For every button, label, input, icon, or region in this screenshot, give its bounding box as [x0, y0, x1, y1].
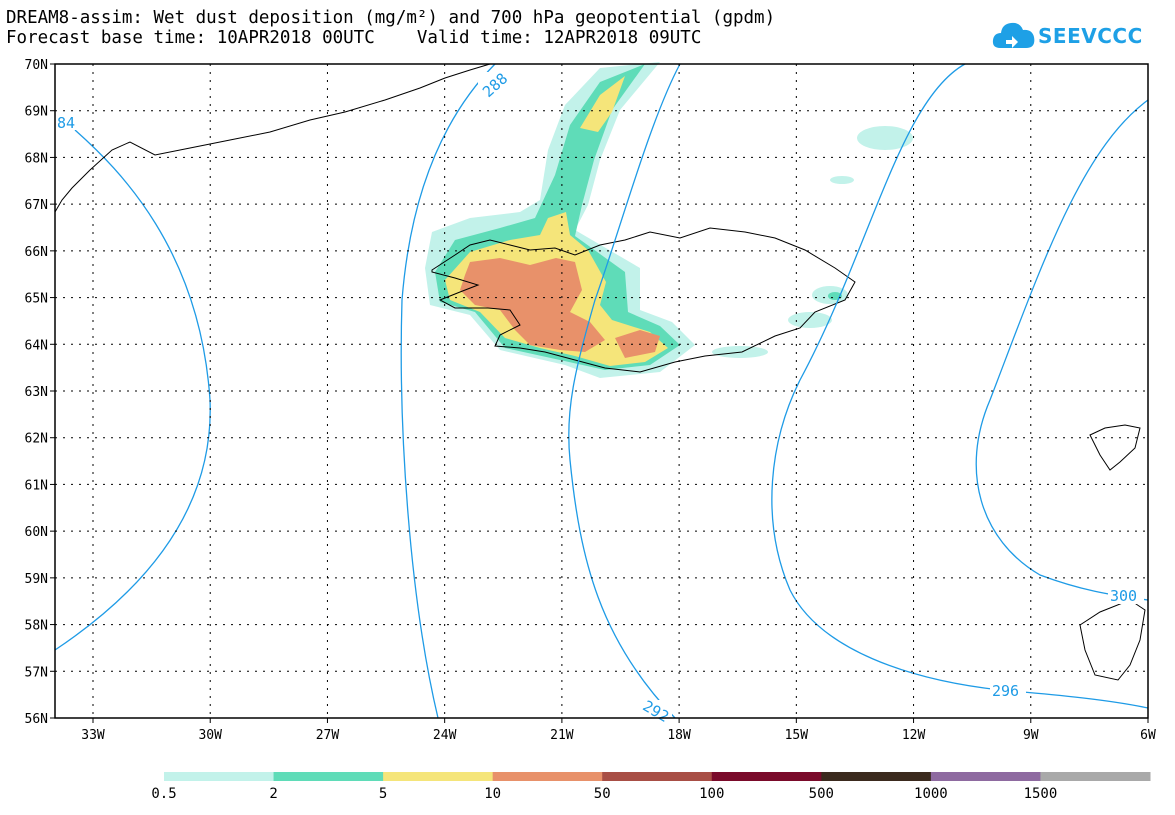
map-subtitle-times: Forecast base time: 10APR2018 00UTC Vali… [6, 28, 702, 48]
lon-label-30W: 30W [198, 728, 222, 743]
colorbar [164, 772, 1151, 781]
cloud-icon [992, 22, 1035, 48]
colorbar-label-100: 100 [699, 786, 725, 802]
lon-label-24W: 24W [433, 728, 457, 743]
colorbar-segment [1040, 772, 1151, 781]
lat-label-61N: 61N [25, 478, 48, 493]
scotland-coastline [1079, 599, 1146, 681]
colorbar-label-1500: 1500 [1023, 786, 1058, 802]
contour-label-300: 300 [1110, 587, 1137, 605]
coastlines [54, 63, 1146, 681]
dust-band-orange [460, 258, 660, 358]
colorbar-label-2: 2 [269, 786, 278, 802]
contour-288 [400, 63, 496, 719]
colorbar-segment [492, 772, 603, 781]
contour-300 [975, 99, 1149, 601]
colorbar-label-5: 5 [378, 786, 388, 802]
lat-label-62N: 62N [25, 432, 48, 447]
colorbar-label-0.5: 0.5 [151, 786, 177, 802]
longitude-labels: 33W 30W 27W 24W 21W 18W 15W 12W 9W 6W [81, 728, 1156, 743]
colorbar-label-10: 10 [484, 786, 502, 802]
colorbar-label-1000: 1000 [914, 786, 948, 802]
lon-label-33W: 33W [81, 728, 105, 743]
colorbar-label-500: 500 [808, 786, 834, 802]
latitude-labels: 70N 69N 68N 67N 66N 65N 64N 63N 62N 61N 60N 59N 58N 5… [25, 58, 48, 727]
seevccc-logo: SEEVCCC [992, 18, 1142, 58]
lat-label-58N: 58N [25, 619, 48, 634]
contour-284 [54, 129, 211, 651]
colorbar-segment [383, 772, 494, 781]
lon-label-9W: 9W [1023, 728, 1039, 743]
colorbar-segment [711, 772, 822, 781]
lat-label-67N: 67N [25, 198, 48, 213]
colorbar-segment [930, 772, 1041, 781]
colorbar-segment [273, 772, 384, 781]
lon-label-12W: 12W [902, 728, 926, 743]
lat-label-65N: 65N [25, 292, 48, 307]
lat-label-68N: 68N [25, 151, 48, 166]
map-title: DREAM8-assim: Wet dust deposition (mg/m²… [6, 8, 776, 28]
lat-label-60N: 60N [25, 525, 48, 540]
lon-label-18W: 18W [667, 728, 691, 743]
faroe-coastline [1089, 424, 1141, 471]
lat-label-56N: 56N [25, 712, 48, 727]
colorbar-segment [821, 772, 932, 781]
logo-text: SEEVCCC [1038, 24, 1143, 48]
contour-292 [568, 63, 681, 719]
colorbar-segment [164, 772, 275, 781]
lat-label-70N: 70N [25, 58, 48, 73]
contour-labels: 84 288 292 296 300 [56, 69, 1144, 726]
lon-label-6W: 6W [1140, 728, 1156, 743]
greenland-coastline [54, 63, 491, 213]
lat-label-63N: 63N [25, 385, 48, 400]
lat-label-64N: 64N [25, 338, 48, 353]
lon-label-27W: 27W [316, 728, 340, 743]
lat-label-66N: 66N [25, 245, 48, 260]
contour-label-284: 84 [57, 114, 75, 132]
lat-label-69N: 69N [25, 105, 48, 120]
lon-label-15W: 15W [785, 728, 809, 743]
axis-ticks [50, 63, 1149, 723]
lat-label-59N: 59N [25, 572, 48, 587]
geopotential-contours [54, 63, 1149, 719]
contour-label-296: 296 [992, 682, 1019, 700]
iceland-coastline [431, 227, 856, 373]
gridlines [55, 64, 1148, 718]
lon-label-21W: 21W [550, 728, 574, 743]
dust-deposition-field [425, 62, 695, 378]
lat-label-57N: 57N [25, 665, 48, 680]
dust-patches-east [712, 126, 913, 358]
colorbar-segment [602, 772, 713, 781]
colorbar-label-50: 50 [593, 786, 611, 802]
contour-296 [771, 63, 1149, 709]
